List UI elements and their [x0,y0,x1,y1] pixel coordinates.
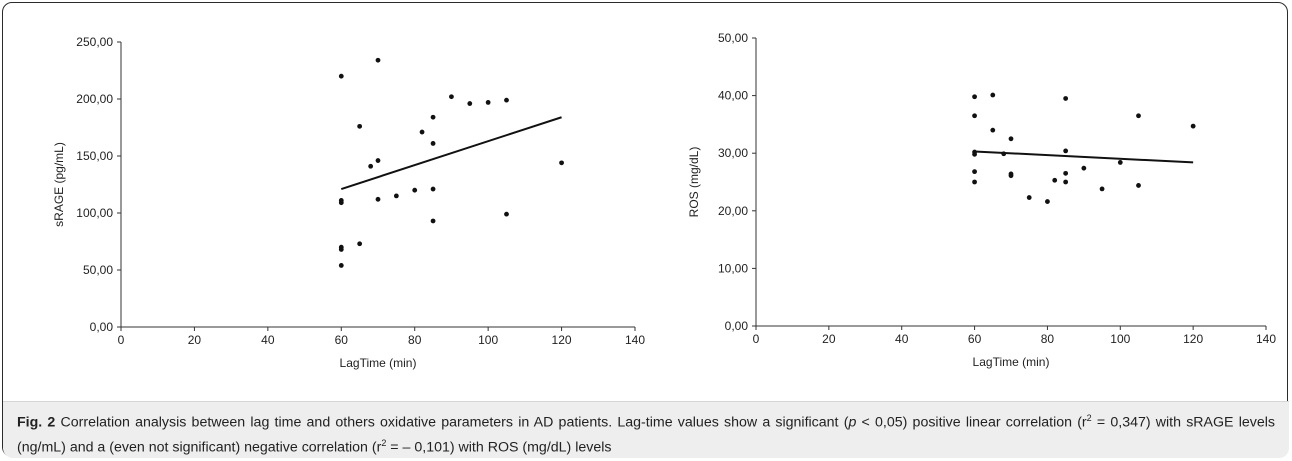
srage-y-tick-label: 0,00 [90,320,114,334]
srage-data-point [419,129,425,135]
ros-y-tick-label: 50,00 [718,31,748,45]
caption-superscript-2: 2 [381,437,387,448]
srage-y-tick-label: 50,00 [83,263,113,277]
srage-data-point [485,100,491,105]
ros-x-tick-label: 40 [895,332,909,346]
srage-data-point [375,158,381,163]
ros-data-point [1063,179,1069,185]
ros-y-tick-label: 10,00 [718,261,748,275]
caption-superscript-1: 2 [1086,413,1092,423]
srage-y-tick-label: 200,00 [76,92,113,106]
ros-data-point [990,127,996,133]
srage-x-tick-label: 140 [625,333,645,347]
srage-y-axis-title: sRAGE (pg/mL) [52,142,66,227]
ros-data-point [1136,113,1141,119]
ros-data-point [972,169,977,175]
ros-y-tick-label: 20,00 [718,204,748,218]
srage-data-point [368,163,374,169]
caption-text-3: = 0,347) with sRAGE levels (ng/mL) and a… [17,414,1275,456]
ros-y-tick-label: 0,00 [725,319,749,333]
ros-data-point [1045,199,1050,204]
ros-data-point [1136,183,1141,188]
srage-data-point [467,101,473,106]
ros-data-point [972,179,977,185]
srage-x-tick-label: 120 [552,333,572,347]
srage-x-tick-label: 40 [261,333,275,347]
srage-data-point [357,123,363,129]
srage-data-point [393,193,399,199]
ros-x-axis-title: LagTime (min) [973,355,1050,369]
srage-y-tick-label: 250,00 [76,35,113,49]
ros-data-point [1117,160,1123,165]
ros-data-point [1063,148,1069,154]
ros-y-axis-title: ROS (mg/dL) [687,147,701,218]
srage-data-point [430,218,436,224]
caption-text-2: < 0,05) positive linear correlation (r [856,414,1087,431]
srage-data-point [504,97,509,103]
ros-x-tick-label: 0 [753,332,760,346]
srage-x-axis-title: LagTime (min) [340,356,417,370]
ros-data-point [1001,151,1007,157]
ros-y-tick-label: 30,00 [718,146,748,160]
srage-y-tick-label: 100,00 [76,206,113,220]
ros-data-point [1008,136,1014,142]
ros-x-tick-label: 140 [1256,332,1276,346]
ros-data-point [1190,123,1196,129]
ros-data-point [972,151,977,157]
srage-x-tick-label: 80 [408,333,422,347]
srage-data-point [412,187,418,193]
srage-x-tick-label: 0 [118,333,125,347]
srage-x-tick-label: 60 [335,333,349,347]
ros-data-point [1008,173,1014,179]
ros-data-point [1052,177,1058,183]
srage-x-tick-label: 20 [188,333,202,347]
srage-data-point [338,200,344,206]
srage-data-point [338,73,344,79]
srage-data-point [338,247,344,252]
srage-data-point [430,114,436,120]
caption-text-1: Correlation analysis between lag time an… [55,414,849,431]
srage-trendline [340,116,562,191]
figure-caption: Fig. 2 Correlation analysis between lag … [3,401,1289,458]
srage-data-point [430,186,436,192]
ros-data-point [1063,96,1069,101]
srage-data-point [449,94,454,100]
caption-text-4: = – 0,101) with ROS (mg/dL) levels [386,439,612,456]
ros-x-tick-label: 60 [968,332,982,346]
srage-data-point [504,211,509,217]
scatter-chart-srage: 0,00 50,00 100,00 150,00 200,00 250,00 0 20 40 60… [52,35,645,370]
ros-x-tick-label: 100 [1110,332,1130,346]
ros-data-point [972,94,977,100]
ros-x-tick-label: 120 [1183,332,1203,346]
ros-x-tick-label: 80 [1041,332,1055,346]
srage-data-point [375,196,381,202]
srage-data-point [430,141,436,146]
ros-data-point [1063,170,1069,176]
scatter-chart-ros: 0,00 10,00 20,00 30,00 40,00 50,00 0 20 40 60 80 10… [687,31,1276,369]
ros-trendline [974,150,1194,164]
ros-y-tick-label: 40,00 [718,89,748,103]
ros-data-point [1026,195,1032,200]
caption-p-symbol: p [848,414,857,431]
srage-data-point [559,160,564,166]
ros-x-tick-label: 20 [822,332,836,346]
srage-x-tick-label: 100 [478,333,498,347]
caption-label: Fig. 2 [17,414,56,431]
srage-data-point [338,263,344,268]
ros-data-point [972,113,977,119]
ros-data-point [1081,165,1087,171]
srage-data-point [357,241,363,247]
srage-data-point [375,57,381,63]
ros-data-point [1099,186,1105,192]
srage-y-tick-label: 150,00 [76,149,113,163]
ros-data-point [990,92,996,98]
